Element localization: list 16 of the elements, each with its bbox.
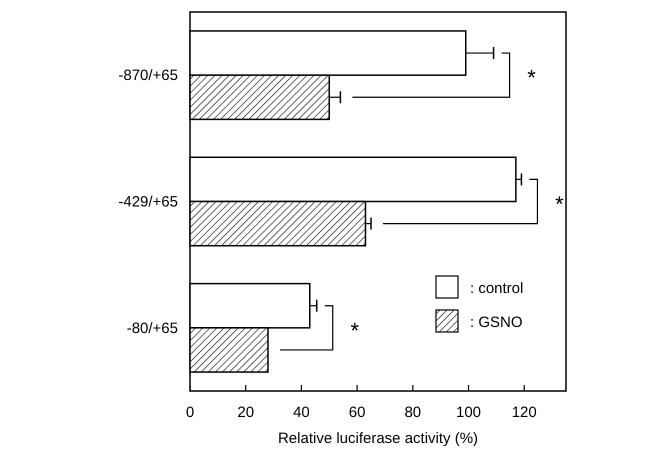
x-axis-title: Relative luciferase activity (%) (278, 430, 478, 447)
y-tick-label: -870/+65 (118, 67, 178, 84)
x-tick-label: 100 (456, 404, 482, 421)
x-tick-label: 0 (186, 404, 194, 421)
x-tick-label: 120 (512, 404, 537, 421)
legend-label: : GSNO (470, 314, 523, 331)
y-tick-label: -80/+65 (126, 320, 178, 337)
x-tick-label: 80 (404, 404, 422, 421)
annotation: * (350, 318, 360, 343)
annotation: * (527, 65, 536, 90)
y-tick-label: -429/+65 (118, 194, 178, 210)
legend-label: : control (470, 280, 524, 297)
x-tick-label: 40 (293, 404, 310, 421)
x-tick-label: 60 (348, 404, 366, 421)
annotation: * (555, 192, 564, 216)
x-tick-label: 20 (237, 404, 254, 421)
